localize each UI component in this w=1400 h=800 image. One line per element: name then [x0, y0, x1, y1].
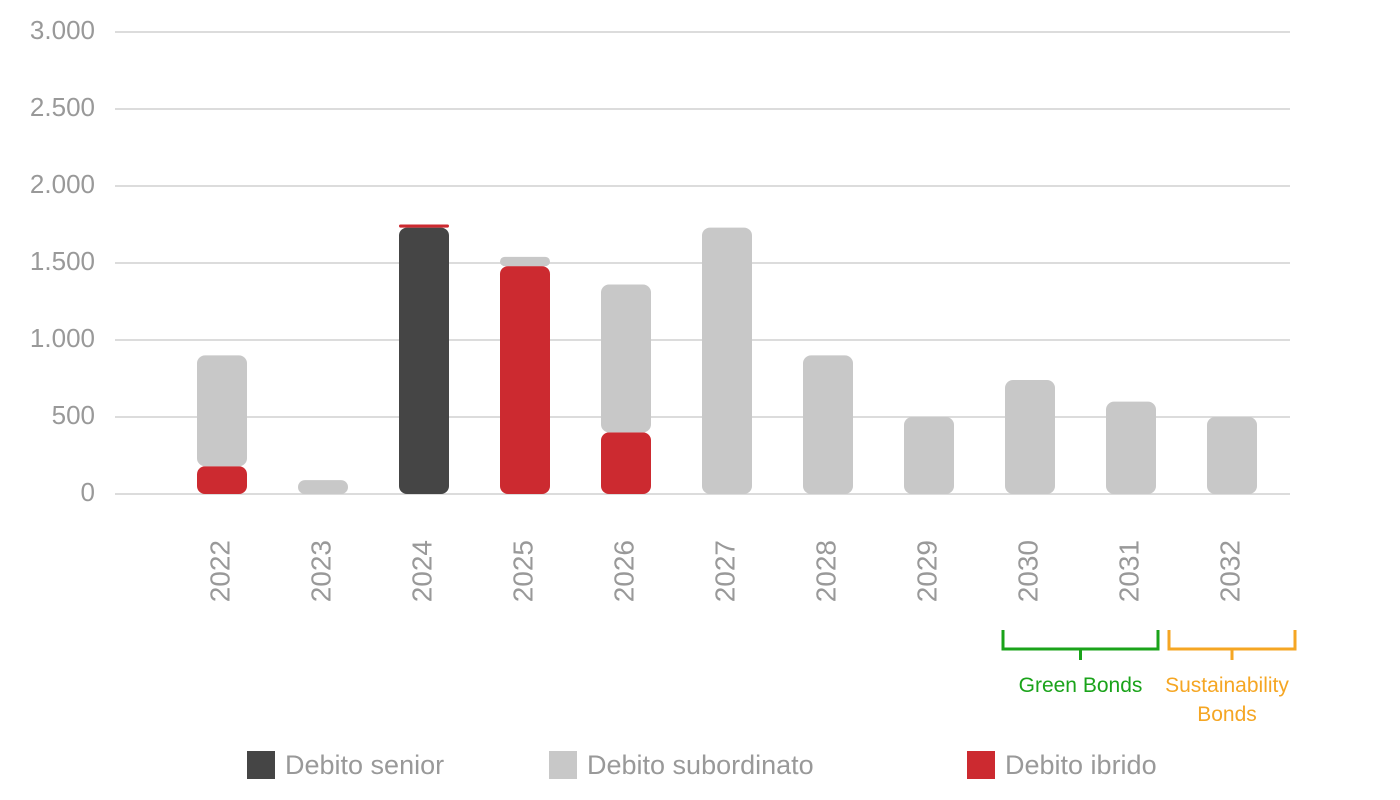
bar-segment: [500, 256, 550, 267]
legend-label: Debito senior: [285, 750, 444, 780]
x-tick-label: 2023: [305, 540, 336, 602]
annotation: Green Bonds: [1018, 674, 1143, 697]
x-tick-label: 2022: [204, 540, 235, 602]
y-tick-label: 500: [52, 400, 95, 430]
bar-segment: [1207, 417, 1257, 494]
legend-label: Debito subordinato: [587, 750, 814, 780]
x-tick-label: 2030: [1012, 540, 1043, 602]
bar-segment: [197, 466, 247, 494]
y-tick-label: 1.500: [30, 246, 95, 276]
x-tick-label: 2032: [1214, 540, 1245, 602]
y-tick-label: 2.500: [30, 92, 95, 122]
bracket: [1167, 630, 1297, 660]
legend-swatch: [247, 751, 275, 779]
bar-segment: [803, 355, 853, 494]
bar-segment: [702, 227, 752, 494]
x-tick-label: 2026: [608, 540, 639, 602]
bar-segment: [601, 432, 651, 494]
x-tick-label: 2024: [406, 540, 437, 602]
bar-segment: [298, 480, 348, 494]
bar-segment: [399, 227, 449, 494]
bar-segment: [1005, 380, 1055, 494]
annotation: Sustainability Bonds: [1165, 674, 1289, 726]
x-tick-label: 2027: [709, 540, 740, 602]
y-tick-label: 1.000: [30, 323, 95, 353]
bar-segment: [197, 355, 247, 467]
bar-segment: [399, 224, 449, 228]
legend-swatch: [549, 751, 577, 779]
legend-label: Debito ibrido: [1005, 750, 1157, 780]
x-tick-label: 2031: [1113, 540, 1144, 602]
bar-segment: [601, 284, 651, 433]
x-tick-label: 2025: [507, 540, 538, 602]
y-tick-label: 3.000: [30, 15, 95, 45]
x-tick-label: 2029: [911, 540, 942, 602]
x-tick-label: 2028: [810, 540, 841, 602]
bracket: [1001, 630, 1160, 660]
bar-segment: [904, 417, 954, 494]
bar-segment: [1106, 401, 1156, 494]
legend-swatch: [967, 751, 995, 779]
bar-segment: [500, 266, 550, 494]
y-tick-label: 2.000: [30, 169, 95, 199]
y-tick-label: 0: [81, 477, 95, 507]
